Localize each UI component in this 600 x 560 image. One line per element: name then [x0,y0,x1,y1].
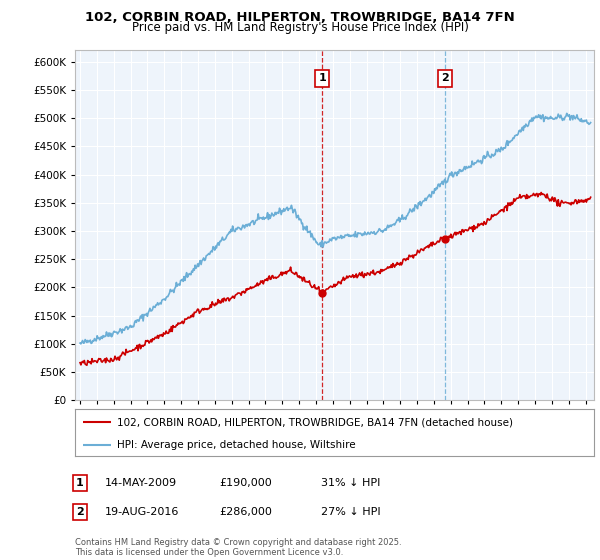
Text: Price paid vs. HM Land Registry's House Price Index (HPI): Price paid vs. HM Land Registry's House … [131,21,469,34]
Text: 2: 2 [76,507,83,517]
Text: HPI: Average price, detached house, Wiltshire: HPI: Average price, detached house, Wilt… [116,440,355,450]
Text: £286,000: £286,000 [219,507,272,517]
Text: 27% ↓ HPI: 27% ↓ HPI [321,507,380,517]
Text: 14-MAY-2009: 14-MAY-2009 [105,478,177,488]
Text: 102, CORBIN ROAD, HILPERTON, TROWBRIDGE, BA14 7FN (detached house): 102, CORBIN ROAD, HILPERTON, TROWBRIDGE,… [116,417,512,427]
Text: 1: 1 [319,73,326,83]
Text: 102, CORBIN ROAD, HILPERTON, TROWBRIDGE, BA14 7FN: 102, CORBIN ROAD, HILPERTON, TROWBRIDGE,… [85,11,515,24]
Text: £190,000: £190,000 [219,478,272,488]
Text: Contains HM Land Registry data © Crown copyright and database right 2025.
This d: Contains HM Land Registry data © Crown c… [75,538,401,557]
Text: 1: 1 [76,478,83,488]
Text: 19-AUG-2016: 19-AUG-2016 [105,507,179,517]
Text: 31% ↓ HPI: 31% ↓ HPI [321,478,380,488]
Text: 2: 2 [440,73,448,83]
